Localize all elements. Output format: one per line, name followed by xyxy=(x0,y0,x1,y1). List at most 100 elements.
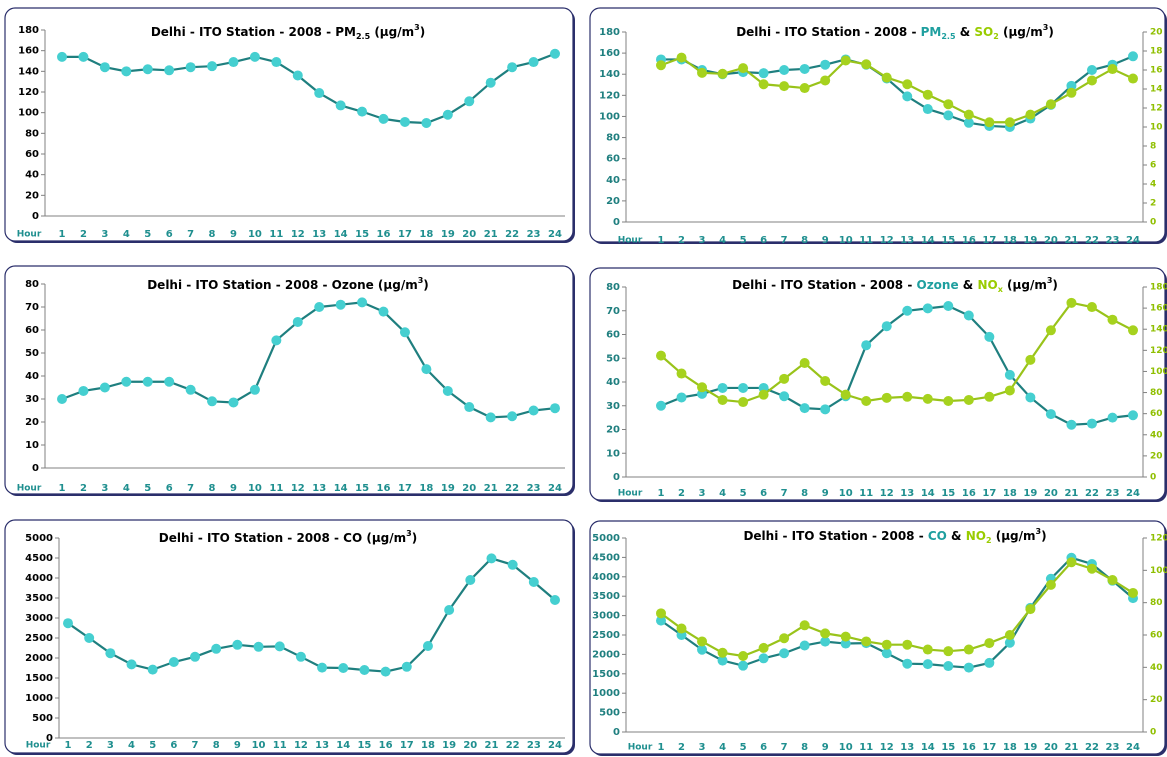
x-tick-label: 18 xyxy=(1003,742,1017,753)
x-tick-label: 20 xyxy=(1044,488,1058,499)
data-point xyxy=(185,62,196,73)
x-tick-label: 13 xyxy=(312,483,326,494)
data-point xyxy=(820,375,831,386)
x-tick-label: 20 xyxy=(462,229,476,240)
data-point xyxy=(943,396,954,406)
data-point xyxy=(421,118,432,128)
x-tick-label: 18 xyxy=(419,229,433,240)
data-point xyxy=(902,658,913,669)
x-axis-label: Hour xyxy=(26,741,51,751)
x-tick-label: 19 xyxy=(1023,488,1037,499)
x-tick-label: 14 xyxy=(921,235,935,246)
data-point xyxy=(1004,385,1015,396)
data-point xyxy=(799,358,810,368)
y-tick-label: 10 xyxy=(606,448,620,459)
x-tick-label: 10 xyxy=(248,483,262,494)
x-tick-label: 15 xyxy=(355,483,369,494)
data-point xyxy=(442,385,453,396)
y-tick-label: 60 xyxy=(606,330,620,341)
panel-frame xyxy=(4,265,574,495)
x-tick-label: 12 xyxy=(291,229,305,240)
x-axis-label: Hour xyxy=(17,484,42,494)
x-tick-label: 2 xyxy=(678,742,685,753)
data-point xyxy=(249,51,260,62)
x-tick-label: 19 xyxy=(1023,742,1037,753)
title-subscript: x xyxy=(998,285,1004,294)
x-tick-label: 6 xyxy=(760,742,767,753)
data-point xyxy=(78,51,89,62)
data-point xyxy=(943,110,954,121)
y-tick-label: 1500 xyxy=(25,673,53,684)
x-tick-label: 5 xyxy=(149,740,156,751)
data-point xyxy=(738,63,749,74)
x-tick-label: 3 xyxy=(107,740,114,751)
data-point xyxy=(335,299,346,310)
y2-tick-label: 80 xyxy=(1150,388,1163,398)
data-point xyxy=(378,306,389,317)
x-tick-label: 18 xyxy=(419,483,433,494)
data-point xyxy=(963,310,974,321)
data-point xyxy=(922,644,933,655)
data-point xyxy=(656,60,666,71)
x-tick-label: 13 xyxy=(900,488,914,499)
title-part: CO xyxy=(928,529,947,543)
data-point xyxy=(984,331,995,342)
x-tick-label: 18 xyxy=(421,740,435,751)
x-tick-label: 21 xyxy=(1064,488,1078,499)
title-subscript: 2.5 xyxy=(941,32,956,41)
data-point xyxy=(922,104,933,115)
data-point xyxy=(717,647,728,658)
x-tick-label: 20 xyxy=(1044,742,1058,753)
data-point xyxy=(357,297,368,308)
x-tick-label: 19 xyxy=(441,229,455,240)
y-tick-label: 20 xyxy=(25,417,39,428)
data-point xyxy=(207,61,218,72)
y-tick-label: 3000 xyxy=(25,613,53,624)
data-point xyxy=(1107,64,1118,75)
data-point xyxy=(190,651,201,662)
title-superscript: 3 xyxy=(414,23,420,32)
data-point xyxy=(274,641,285,652)
x-tick-label: 21 xyxy=(485,740,499,751)
data-point xyxy=(314,88,325,99)
data-point xyxy=(1107,412,1118,423)
x-tick-label: 16 xyxy=(962,235,976,246)
data-point xyxy=(1086,302,1097,313)
data-point xyxy=(399,116,410,127)
y-tick-label: 50 xyxy=(25,348,39,359)
title-part: ) xyxy=(1041,529,1046,543)
x-tick-label: 7 xyxy=(187,229,194,240)
data-point xyxy=(738,397,749,408)
data-point xyxy=(902,305,913,316)
data-point xyxy=(656,400,666,411)
data-point xyxy=(1066,87,1077,98)
data-point xyxy=(401,661,412,672)
data-point xyxy=(249,384,260,395)
title-part: & xyxy=(956,25,975,39)
data-point xyxy=(105,648,116,659)
x-tick-label: 24 xyxy=(548,740,562,751)
x-tick-label: 1 xyxy=(658,742,665,753)
title-part: Delhi - ITO Station - 2008 - xyxy=(736,25,920,39)
data-point xyxy=(142,64,153,75)
title-part: ) xyxy=(423,278,428,292)
data-point xyxy=(963,644,974,655)
y2-tick-label: 2 xyxy=(1150,199,1156,209)
x-tick-label: 21 xyxy=(1064,235,1078,246)
y2-tick-label: 40 xyxy=(1150,663,1163,673)
y-tick-label: 20 xyxy=(25,190,39,201)
title-part: ) xyxy=(420,25,425,39)
data-point xyxy=(121,66,132,77)
y-tick-label: 5000 xyxy=(592,533,620,544)
y-tick-label: 10 xyxy=(25,440,39,451)
y-tick-label: 60 xyxy=(25,325,39,336)
data-point xyxy=(922,659,933,670)
title-part: ) xyxy=(1052,278,1057,292)
y2-tick-label: 12 xyxy=(1150,104,1163,114)
x-tick-label: 1 xyxy=(658,235,665,246)
y-tick-label: 160 xyxy=(18,46,39,57)
y-tick-label: 60 xyxy=(25,149,39,160)
y-tick-label: 80 xyxy=(606,133,620,144)
y-tick-label: 180 xyxy=(599,27,620,38)
title-part: Delhi - ITO Station - 2008 - xyxy=(743,529,927,543)
